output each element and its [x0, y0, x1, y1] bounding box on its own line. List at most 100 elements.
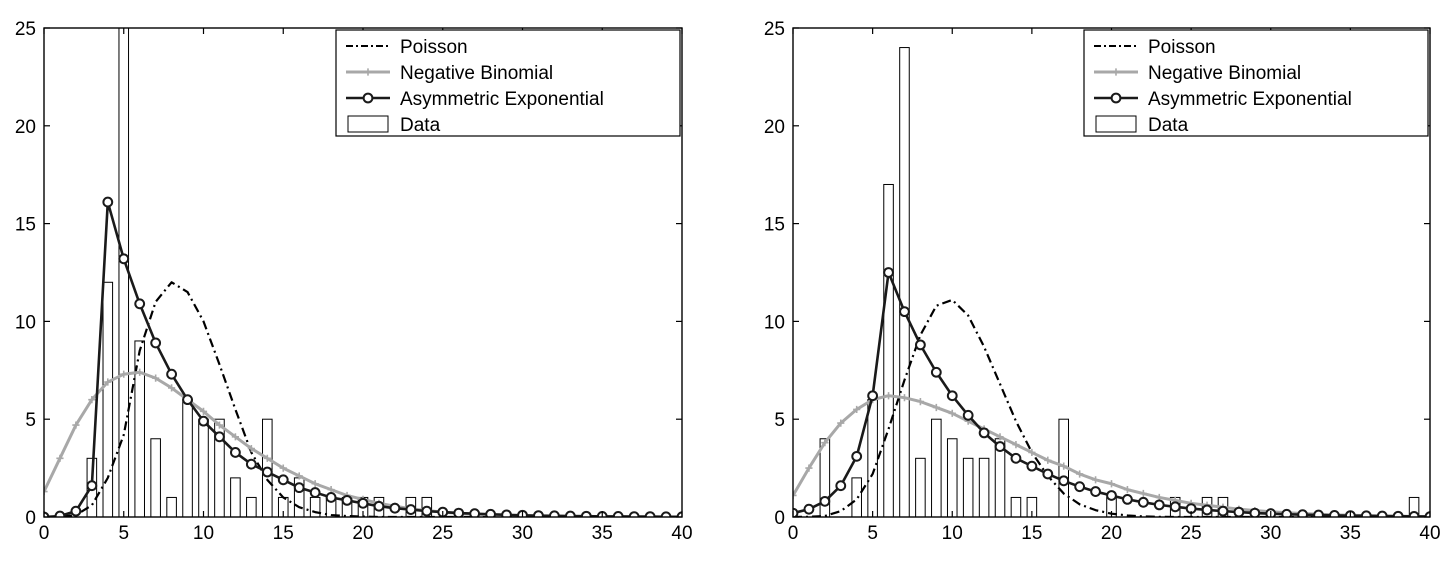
legend-label: Poisson [400, 37, 468, 58]
y-tick-label: 25 [15, 19, 36, 40]
histogram-bar [150, 438, 161, 517]
asymmetric-exponential-point [962, 409, 974, 421]
asymmetric-exponential-point [485, 508, 496, 517]
negative-binomial-point [1044, 456, 1052, 464]
legend-label: Poisson [1148, 37, 1216, 58]
negative-binomial-point [1123, 486, 1132, 494]
asymmetric-exponential-point [102, 196, 114, 208]
histogram-bar [867, 399, 878, 517]
negative-binomial-point [884, 392, 893, 400]
negative-binomial-point [1139, 489, 1147, 498]
asymmetric-exponential-point [580, 510, 592, 517]
asymmetric-exponential-point [54, 510, 66, 517]
asymmetric-exponential-point [899, 306, 910, 318]
histogram-bar [182, 399, 193, 517]
legend-label: Negative Binomial [1148, 63, 1301, 84]
asymmetric-exponential-point [930, 366, 942, 378]
histogram-bar [946, 438, 958, 517]
asymmetric-exponential-point [261, 466, 273, 478]
y-tick-label: 20 [15, 117, 36, 138]
asymmetric-exponential-point [883, 267, 894, 278]
legend-label: Negative Binomial [400, 63, 553, 84]
asymmetric-exponential-point [1153, 499, 1165, 511]
y-tick-label: 5 [774, 410, 785, 431]
x-tick-label: 40 [1419, 523, 1440, 544]
x-tick-label: 35 [1340, 523, 1361, 544]
negative-binomial-point [72, 421, 80, 429]
asymmetric-exponential-point [501, 509, 512, 517]
histogram-bar [883, 183, 894, 517]
histogram-bar [230, 477, 241, 517]
asymmetric-exponential-point [1074, 481, 1086, 493]
negative-binomial-point [1060, 462, 1068, 470]
negative-binomial-point [279, 464, 287, 472]
asymmetric-exponential-point [373, 500, 385, 512]
asymmetric-exponential-point [214, 431, 225, 443]
asymmetric-exponential-point [793, 507, 799, 517]
asymmetric-exponential-point [915, 339, 926, 351]
asymmetric-exponential-point [341, 494, 353, 506]
panel-1: 0 5 10 15 20 25 30 35 40 0 5 10 15 20 25 Poisson Negativ… [15, 19, 693, 544]
asymmetric-exponential-point [851, 450, 863, 462]
histogram-bar [1408, 496, 1420, 517]
histogram-bar [214, 418, 225, 517]
asymmetric-exponential-point [1297, 509, 1308, 517]
histogram-bar [851, 477, 862, 517]
asymmetric-exponential-point [1392, 510, 1404, 517]
asymmetric-exponential-point [549, 510, 560, 517]
histogram-bar [309, 496, 321, 517]
negative-binomial-point [247, 444, 255, 453]
asymmetric-exponential-point [1233, 506, 1245, 517]
asymmetric-exponential-point [198, 415, 209, 427]
asymmetric-exponential-point [150, 337, 162, 349]
asymmetric-exponential-point [1169, 501, 1181, 513]
negative-binomial-point [821, 439, 829, 447]
x-tick-label: 20 [352, 523, 373, 544]
x-tick-label: 15 [1021, 523, 1042, 544]
asymmetric-exponential-point [1249, 507, 1261, 517]
asymmetric-exponential-point [978, 427, 990, 439]
asymmetric-exponential-point [994, 441, 1006, 452]
asymmetric-exponential-point [1329, 510, 1340, 517]
asymmetric-exponential-point [166, 368, 178, 380]
asymmetric-exponential-point [453, 507, 465, 517]
x-tick-label: 20 [1101, 523, 1122, 544]
asymmetric-exponential-point [70, 505, 82, 517]
y-tick-label: 10 [764, 312, 785, 333]
histogram-bar [978, 457, 990, 517]
negative-binomial-point [793, 491, 797, 500]
histogram-bar [1026, 496, 1038, 517]
x-tick-label: 10 [193, 523, 214, 544]
y-tick-label: 25 [764, 19, 785, 40]
asymmetric-exponential-point [230, 447, 241, 458]
asymmetric-exponential-point [946, 390, 958, 402]
asymmetric-exponential-point [357, 497, 369, 509]
asymmetric-exponential-point [86, 480, 98, 492]
histogram-bar [819, 438, 831, 517]
negative-binomial-point [88, 396, 96, 404]
negative-binomial-point [853, 405, 861, 414]
asymmetric-exponential-point [867, 390, 879, 402]
negative-binomial-point [327, 486, 335, 494]
asymmetric-exponential-point [325, 492, 337, 503]
legend: Poisson Negative Binomial Asymmetric Expon… [1083, 29, 1429, 137]
negative-binomial-point [916, 397, 924, 406]
asymmetric-exponential-point [1376, 510, 1388, 517]
negative-binomial-point [900, 394, 909, 402]
histogram-bar [1010, 496, 1022, 517]
asymmetric-exponential-point [245, 458, 257, 470]
asymmetric-exponential-point [293, 482, 305, 494]
asymmetric-exponential-point [1360, 510, 1372, 517]
x-tick-label: 30 [512, 523, 533, 544]
negative-binomial-point [152, 374, 160, 382]
legend-label: Data [400, 115, 441, 136]
y-tick-label: 0 [774, 508, 785, 529]
x-tick-label: 25 [432, 523, 453, 544]
negative-binomial-point [215, 421, 224, 429]
histogram-bar [198, 418, 209, 517]
negative-binomial-point [104, 378, 112, 386]
asymmetric-exponential-point [819, 495, 831, 507]
legend-asymmetric-exponential-marker [1110, 92, 1122, 104]
negative-binomial-point [44, 487, 48, 496]
